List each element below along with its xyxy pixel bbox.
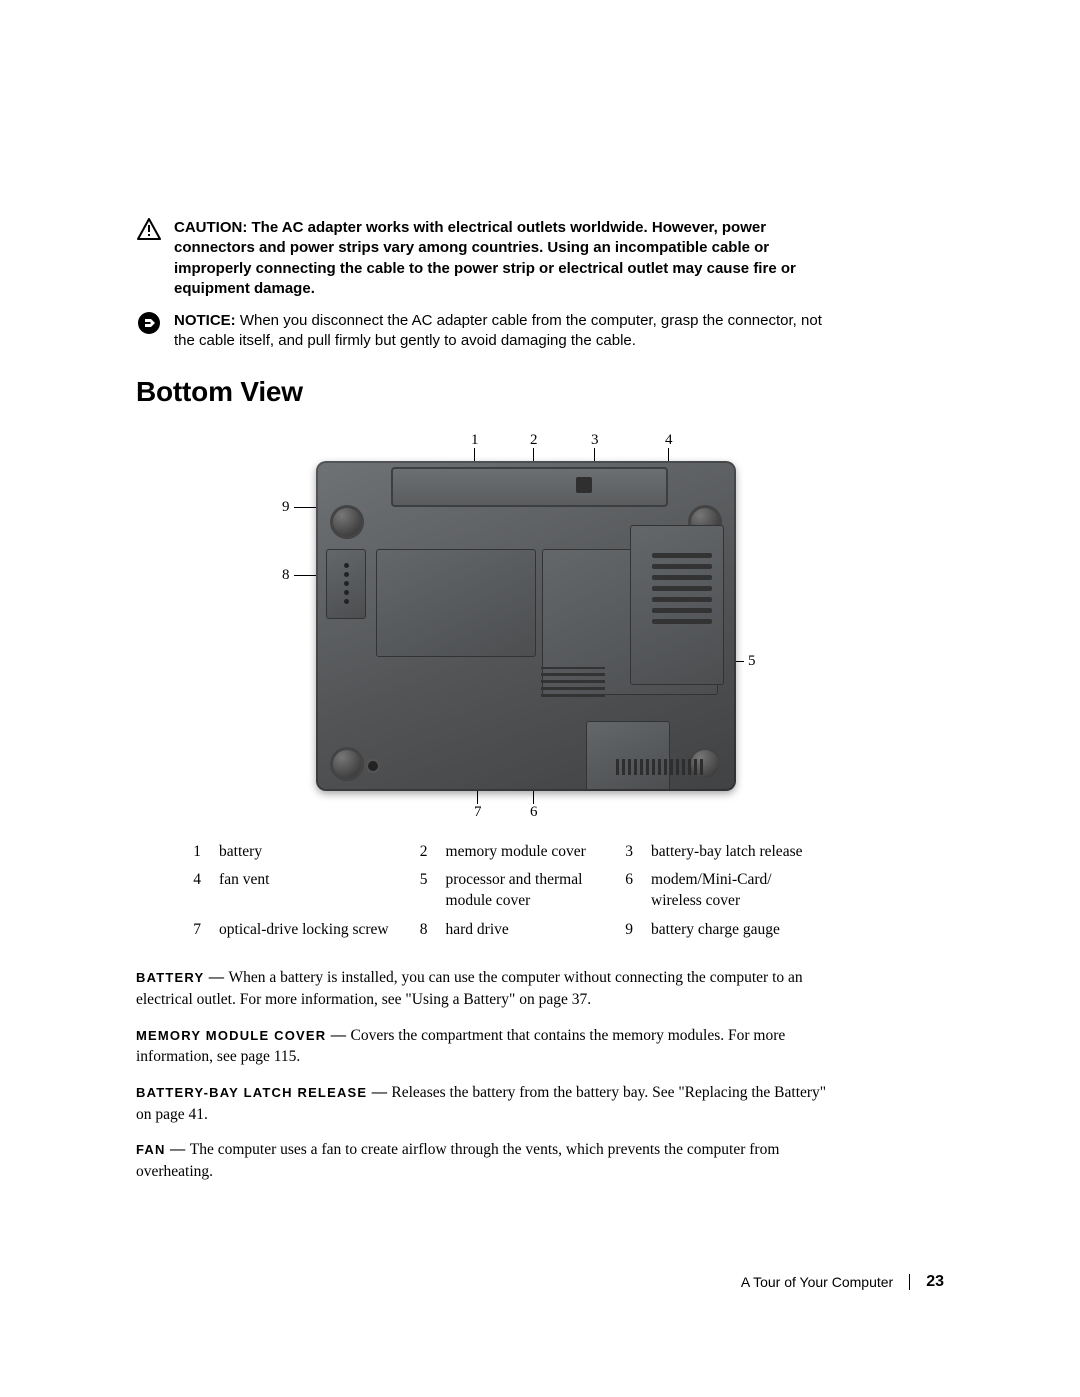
rubber-foot (330, 505, 364, 539)
laptop-bottom (316, 461, 736, 791)
callout-label: fan vent (211, 866, 410, 916)
definition-latch: BATTERY-BAY LATCH RELEASE — Releases the… (136, 1082, 836, 1125)
latch-release (576, 477, 592, 493)
page-footer: A Tour of Your Computer 23 (741, 1273, 944, 1291)
callout-num: 3 (616, 838, 643, 867)
caution-icon (136, 218, 162, 240)
table-row: 1 battery 2 memory module cover 3 batter… (184, 838, 832, 867)
callout-table: 1 battery 2 memory module cover 3 batter… (184, 838, 832, 946)
optical-screw (368, 761, 378, 771)
fan-vent (652, 553, 712, 625)
callout-label: hard drive (438, 916, 616, 945)
notice-icon (136, 311, 162, 335)
callout-num-8: 8 (282, 567, 290, 584)
vent-grille (541, 667, 605, 697)
callout-num: 1 (184, 838, 211, 867)
callout-num: 6 (616, 866, 643, 916)
battery-region (391, 467, 668, 507)
callout-num-7: 7 (474, 804, 482, 821)
def-term: FAN (136, 1142, 166, 1157)
definitions: BATTERY — When a battery is installed, y… (136, 967, 836, 1183)
notice-lead: NOTICE: (174, 312, 236, 329)
bottom-view-figure: 1 2 3 4 9 8 5 7 6 (206, 426, 766, 826)
memory-cover (376, 549, 536, 657)
definition-fan: FAN — The computer uses a fan to create … (136, 1139, 836, 1182)
notice-body: When you disconnect the AC adapter cable… (174, 312, 822, 349)
rubber-foot (330, 747, 364, 781)
table-row: 4 fan vent 5 processor and thermal modul… (184, 866, 832, 916)
callout-num-3: 3 (591, 432, 599, 449)
callout-label: battery-bay latch release (643, 838, 832, 867)
callout-num: 2 (410, 838, 437, 867)
callout-num: 9 (616, 916, 643, 945)
notice-block: NOTICE: When you disconnect the AC adapt… (136, 311, 836, 352)
footer-divider (909, 1274, 910, 1290)
page-content: CAUTION: The AC adapter works with elect… (136, 218, 836, 1197)
caution-lead: CAUTION: (174, 219, 247, 236)
def-term: BATTERY (136, 970, 204, 985)
hard-drive-cover (586, 721, 670, 789)
caution-block: CAUTION: The AC adapter works with elect… (136, 218, 836, 299)
callout-num-5: 5 (748, 653, 756, 670)
callout-num: 4 (184, 866, 211, 916)
callout-label: battery charge gauge (643, 916, 832, 945)
callout-num-2: 2 (530, 432, 538, 449)
def-text: The computer uses a fan to create airflo… (136, 1141, 779, 1180)
page-number: 23 (926, 1273, 944, 1291)
footer-text: A Tour of Your Computer (741, 1274, 893, 1290)
caution-text: CAUTION: The AC adapter works with elect… (174, 218, 836, 299)
caution-body: The AC adapter works with electrical out… (174, 219, 796, 297)
callout-num-9: 9 (282, 499, 290, 516)
table-row: 7 optical-drive locking screw 8 hard dri… (184, 916, 832, 945)
charge-dots (333, 561, 359, 607)
callout-num: 5 (410, 866, 437, 916)
def-term: MEMORY MODULE COVER (136, 1028, 326, 1043)
callout-label: optical-drive locking screw (211, 916, 410, 945)
callout-num: 7 (184, 916, 211, 945)
section-heading: Bottom View (136, 376, 836, 408)
callout-label: modem/Mini-Card/ wireless cover (643, 866, 832, 916)
callout-num-1: 1 (471, 432, 479, 449)
callout-label: processor and thermal module cover (438, 866, 616, 916)
definition-memory: MEMORY MODULE COVER — Covers the compart… (136, 1025, 836, 1068)
definition-battery: BATTERY — When a battery is installed, y… (136, 967, 836, 1010)
callout-label: memory module cover (438, 838, 616, 867)
def-term: BATTERY-BAY LATCH RELEASE (136, 1085, 367, 1100)
notice-text: NOTICE: When you disconnect the AC adapt… (174, 311, 836, 352)
callout-num: 8 (410, 916, 437, 945)
speaker-grille (616, 759, 706, 775)
callout-label: battery (211, 838, 410, 867)
def-text: When a battery is installed, you can use… (136, 969, 803, 1008)
callout-num-4: 4 (665, 432, 673, 449)
callout-num-6: 6 (530, 804, 538, 821)
